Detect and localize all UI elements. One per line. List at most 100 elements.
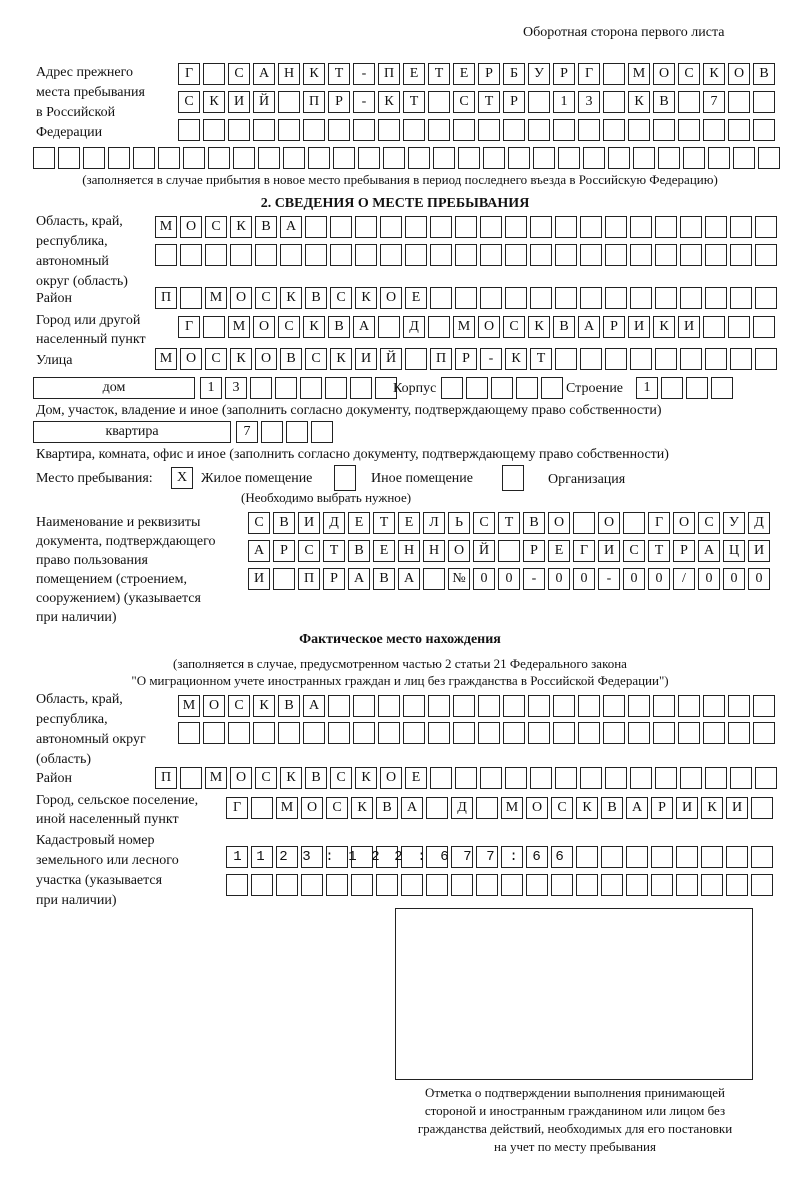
letter-cell[interactable] <box>455 216 477 238</box>
letter-cell[interactable] <box>730 244 752 266</box>
letter-cell[interactable]: Р <box>503 91 525 113</box>
letter-cell[interactable] <box>133 147 155 169</box>
letter-cell[interactable] <box>503 695 525 717</box>
letter-cell[interactable] <box>328 722 350 744</box>
letter-cell[interactable] <box>528 91 550 113</box>
letter-cell[interactable] <box>658 147 680 169</box>
letter-cell[interactable]: С <box>326 797 348 819</box>
letter-cell[interactable]: С <box>473 512 495 534</box>
letter-cell[interactable] <box>226 874 248 896</box>
letter-cell[interactable] <box>255 244 277 266</box>
letter-cell[interactable] <box>251 846 273 868</box>
letter-cell[interactable]: С <box>255 767 277 789</box>
letter-cell[interactable] <box>258 147 280 169</box>
letter-cell[interactable] <box>703 722 725 744</box>
letter-cell[interactable] <box>528 119 550 141</box>
letter-cell[interactable] <box>203 722 225 744</box>
letter-cell[interactable]: К <box>528 316 550 338</box>
letter-cell[interactable] <box>478 722 500 744</box>
letter-cell[interactable]: Ц <box>723 540 745 562</box>
letter-cell[interactable]: А <box>348 568 370 590</box>
letter-cell[interactable]: В <box>348 540 370 562</box>
letter-cell[interactable] <box>730 287 752 309</box>
letter-cell[interactable] <box>303 119 325 141</box>
letter-cell[interactable] <box>426 846 448 868</box>
letter-cell[interactable]: М <box>228 316 250 338</box>
letter-cell[interactable] <box>678 91 700 113</box>
letter-cell[interactable]: М <box>205 287 227 309</box>
letter-cell[interactable] <box>728 119 750 141</box>
letter-cell[interactable] <box>325 377 347 399</box>
letter-cell[interactable]: К <box>253 695 275 717</box>
letter-cell[interactable]: Т <box>530 348 552 370</box>
letter-cell[interactable]: О <box>230 767 252 789</box>
letter-cell[interactable] <box>680 767 702 789</box>
letter-cell[interactable]: 1 <box>200 377 222 399</box>
letter-cell[interactable] <box>501 846 523 868</box>
letter-cell[interactable] <box>376 874 398 896</box>
letter-cell[interactable] <box>358 147 380 169</box>
letter-cell[interactable] <box>701 874 723 896</box>
letter-cell[interactable] <box>653 695 675 717</box>
letter-cell[interactable] <box>655 767 677 789</box>
letter-cell[interactable] <box>226 846 248 868</box>
letter-cell[interactable] <box>355 244 377 266</box>
letter-cell[interactable] <box>580 216 602 238</box>
letter-cell[interactable] <box>428 722 450 744</box>
letter-cell[interactable] <box>253 722 275 744</box>
letter-cell[interactable]: Е <box>398 512 420 534</box>
letter-cell[interactable] <box>233 147 255 169</box>
letter-cell[interactable] <box>380 216 402 238</box>
letter-cell[interactable]: Р <box>478 63 500 85</box>
letter-cell[interactable] <box>601 846 623 868</box>
letter-cell[interactable]: А <box>578 316 600 338</box>
letter-cell[interactable] <box>328 119 350 141</box>
letter-cell[interactable]: 3 <box>225 377 247 399</box>
letter-cell[interactable] <box>680 244 702 266</box>
letter-cell[interactable]: А <box>248 540 270 562</box>
letter-cell[interactable] <box>453 722 475 744</box>
letter-cell[interactable]: П <box>303 91 325 113</box>
letter-cell[interactable]: К <box>203 91 225 113</box>
letter-cell[interactable] <box>553 119 575 141</box>
letter-cell[interactable]: Т <box>328 63 350 85</box>
letter-cell[interactable] <box>405 348 427 370</box>
letter-cell[interactable] <box>351 846 373 868</box>
letter-cell[interactable]: В <box>653 91 675 113</box>
letter-cell[interactable] <box>653 722 675 744</box>
flat-type-field[interactable]: квартира <box>33 421 231 443</box>
letter-cell[interactable] <box>408 147 430 169</box>
letter-cell[interactable] <box>755 244 777 266</box>
letter-cell[interactable]: И <box>726 797 748 819</box>
letter-cell[interactable] <box>430 244 452 266</box>
letter-cell[interactable]: О <box>180 216 202 238</box>
letter-cell[interactable]: В <box>328 316 350 338</box>
letter-cell[interactable] <box>155 244 177 266</box>
letter-cell[interactable] <box>376 846 398 868</box>
letter-cell[interactable] <box>403 695 425 717</box>
letter-cell[interactable] <box>203 316 225 338</box>
letter-cell[interactable]: И <box>355 348 377 370</box>
flat-number-row[interactable]: 7 <box>236 421 336 443</box>
letter-cell[interactable] <box>311 421 333 443</box>
letter-cell[interactable] <box>276 874 298 896</box>
letter-cell[interactable] <box>503 119 525 141</box>
letter-cell[interactable] <box>280 244 302 266</box>
letter-cell[interactable] <box>58 147 80 169</box>
letter-cell[interactable] <box>753 91 775 113</box>
letter-cell[interactable]: 1 <box>553 91 575 113</box>
letter-cell[interactable] <box>455 767 477 789</box>
letter-cell[interactable] <box>705 216 727 238</box>
letter-cell[interactable]: В <box>601 797 623 819</box>
letter-cell[interactable] <box>476 846 498 868</box>
letter-cell[interactable]: Т <box>498 512 520 534</box>
letter-cell[interactable]: О <box>255 348 277 370</box>
letter-cell[interactable]: Е <box>373 540 395 562</box>
letter-cell[interactable] <box>753 119 775 141</box>
letter-cell[interactable]: У <box>723 512 745 534</box>
letter-cell[interactable] <box>83 147 105 169</box>
letter-cell[interactable] <box>33 147 55 169</box>
